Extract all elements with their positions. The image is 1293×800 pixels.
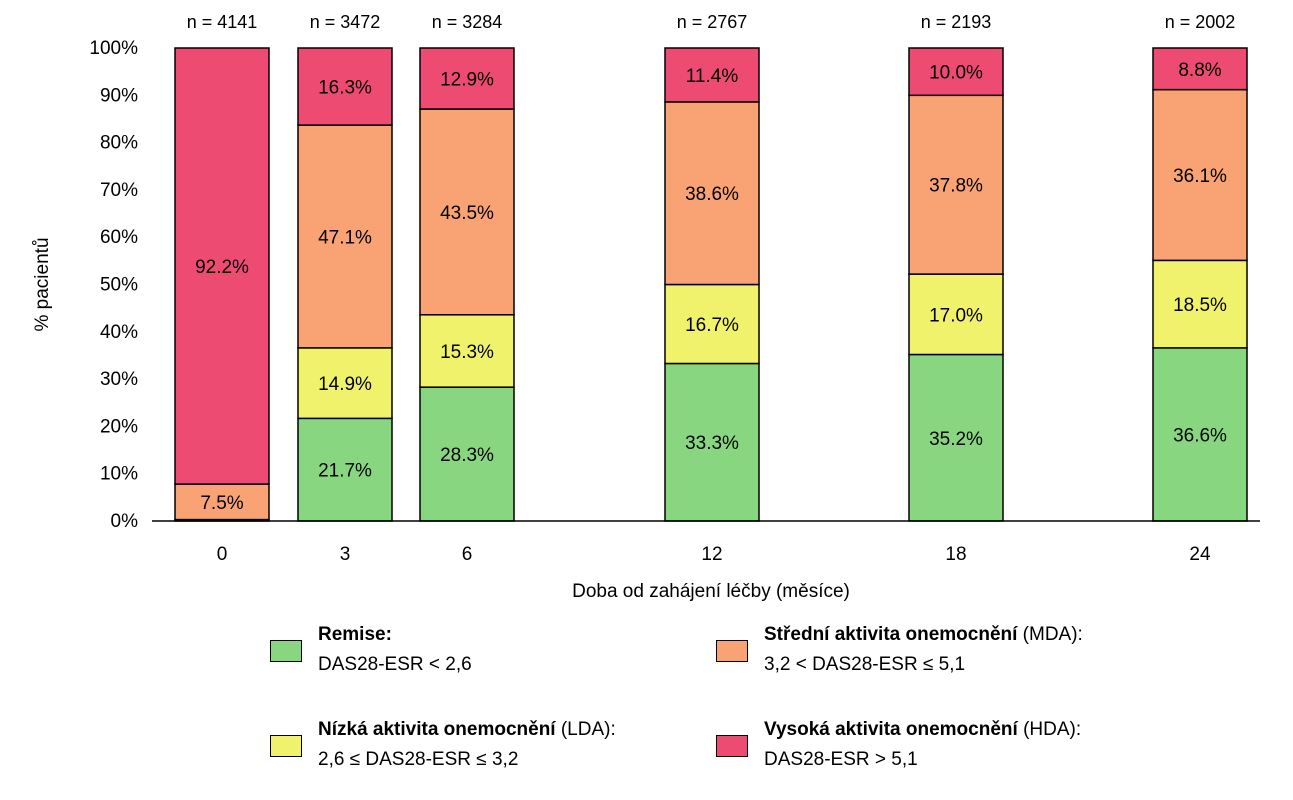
x-tick-label: 6 <box>462 544 473 565</box>
legend-item-hda: Vysoká aktivita onemocnění (HDA): DAS28-… <box>716 715 1081 775</box>
bar-segment-mda <box>1152 88 1248 262</box>
bar-segment-remise <box>419 386 515 522</box>
bar-segment-lda <box>908 273 1004 356</box>
legend-item-remise: Remise: DAS28-ESR < 2,6 <box>270 620 472 680</box>
legend-item-mda: Střední aktivita onemocnění (MDA): 3,2 <… <box>716 620 1083 680</box>
bar-segment-remise <box>908 353 1004 522</box>
legend-label-bold: Střední aktivita onemocnění <box>764 624 1018 645</box>
bar-segment-hda <box>174 47 270 485</box>
count-label: n = 2193 <box>921 12 992 32</box>
bar-segment-mda <box>908 94 1004 275</box>
x-tick-label: 18 <box>945 544 966 565</box>
bar-segment-hda <box>1152 47 1248 91</box>
bar-segment-hda <box>297 47 393 126</box>
stacked-bar-chart: 0% 10% 20% 30% 40% 50% 60% 70% 80% 90% 100% 7.5% 92.… <box>32 12 1260 602</box>
data-label: 37.8% <box>929 176 983 197</box>
y-axis-title: % pacientů <box>32 237 53 331</box>
data-label: 8.8% <box>1178 60 1221 81</box>
y-tick-label: 100% <box>89 38 138 59</box>
y-tick-label: 20% <box>100 416 138 437</box>
data-label: 36.1% <box>1173 166 1227 187</box>
legend-item-lda: Nízká aktivita onemocnění (LDA): 2,6 ≤ D… <box>270 715 616 775</box>
bar-segment-mda <box>419 108 515 316</box>
data-label: 12.9% <box>440 70 494 91</box>
legend-label-bold: Nízká aktivita onemocnění <box>318 719 556 740</box>
y-tick-label: 50% <box>100 275 138 296</box>
data-label: 36.6% <box>1173 425 1227 446</box>
legend-label-threshold: 3,2 < DAS28-ESR ≤ 5,1 <box>764 654 966 675</box>
bar-segment-lda <box>664 283 760 365</box>
legend-swatch-lda <box>270 735 302 757</box>
data-label: 15.3% <box>440 342 494 363</box>
y-tick-label: 90% <box>100 85 138 106</box>
x-tick-label: 3 <box>340 544 351 565</box>
x-axis-title: Doba od zahájení léčby (měsíce) <box>572 581 850 602</box>
data-label: 10.0% <box>929 63 983 84</box>
bar-segment-hda <box>664 47 760 103</box>
data-label: 7.5% <box>200 493 243 514</box>
data-label: 14.9% <box>318 374 372 395</box>
data-label: 17.0% <box>929 305 983 326</box>
legend-swatch-remise <box>270 640 302 662</box>
legend-swatch-hda <box>716 735 748 757</box>
count-label: n = 3284 <box>432 12 503 32</box>
data-label: 33.3% <box>685 433 739 454</box>
legend-label-threshold: 2,6 ≤ DAS28-ESR ≤ 3,2 <box>318 749 519 770</box>
y-tick-label: 10% <box>100 464 138 485</box>
bar-segment-remise <box>297 417 393 522</box>
data-label: 11.4% <box>686 66 739 87</box>
bar-segment-hda <box>419 47 515 110</box>
x-tick-label: 12 <box>701 544 722 565</box>
count-label: n = 2002 <box>1165 12 1236 32</box>
legend-label-threshold: DAS28-ESR < 2,6 <box>318 654 472 675</box>
y-tick-label: 60% <box>100 227 138 248</box>
y-tick-label: 40% <box>100 322 138 343</box>
data-label: 43.5% <box>440 203 494 224</box>
bar-segment-lda <box>1152 259 1248 349</box>
data-label: 16.3% <box>318 78 372 99</box>
bar-segment-remise <box>664 362 760 522</box>
bar-segment-lda <box>297 347 393 420</box>
x-tick-label: 24 <box>1189 544 1211 565</box>
data-label: 16.7% <box>685 315 739 336</box>
legend-label-rest: (MDA): <box>1017 624 1083 645</box>
bar-segment-lda <box>419 314 515 388</box>
y-tick-label: 80% <box>100 133 138 154</box>
legend-label-threshold: DAS28-ESR > 5,1 <box>764 749 918 770</box>
data-label: 28.3% <box>440 445 494 466</box>
data-label: 35.2% <box>929 429 983 450</box>
data-label: 18.5% <box>1173 295 1227 316</box>
bar-segment-hda <box>908 47 1004 97</box>
legend: Remise: DAS28-ESR < 2,6 Střední aktivita… <box>0 620 1293 800</box>
legend-label-bold: Remise: <box>318 624 392 645</box>
count-label: n = 3472 <box>310 12 381 32</box>
data-label: 47.1% <box>318 227 372 248</box>
bar-segment-mda <box>664 101 760 286</box>
count-label: n = 2767 <box>677 12 748 32</box>
count-label: n = 4141 <box>187 12 258 32</box>
legend-swatch-mda <box>716 640 748 662</box>
data-label: 21.7% <box>318 461 372 482</box>
data-label: 92.2% <box>195 257 249 278</box>
legend-label-rest: (HDA): <box>1017 719 1082 740</box>
legend-label-bold: Vysoká aktivita onemocnění <box>764 719 1018 740</box>
legend-label-rest: (LDA): <box>555 719 616 740</box>
data-label: 38.6% <box>685 184 739 205</box>
y-tick-label: 0% <box>111 511 139 532</box>
x-tick-label: 0 <box>217 544 228 565</box>
y-tick-label: 30% <box>100 369 138 390</box>
y-tick-label: 70% <box>100 180 138 201</box>
chart-area: 0% 10% 20% 30% 40% 50% 60% 70% 80% 90% 100% 7.5% 92.… <box>32 12 1260 602</box>
